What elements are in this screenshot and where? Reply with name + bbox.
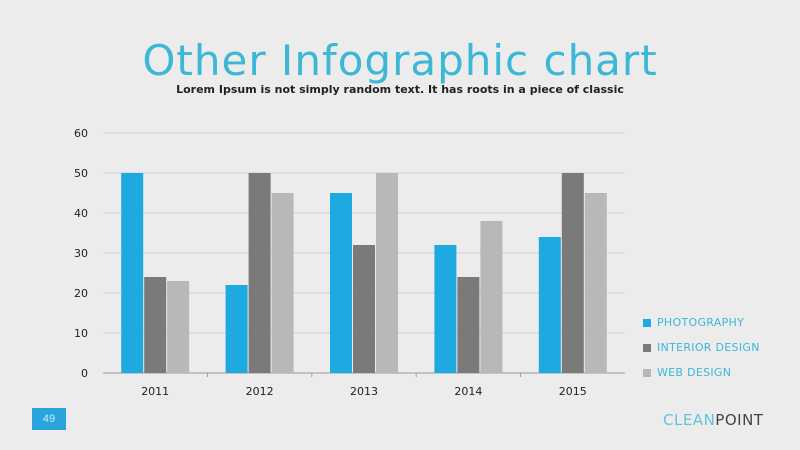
x-tick-label: 2013: [350, 385, 378, 398]
y-tick-label: 0: [81, 367, 88, 380]
brand-logo: CLEANPOINT: [663, 411, 763, 429]
legend-item-interior-design: INTERIOR DESIGN: [643, 335, 760, 360]
legend-label: INTERIOR DESIGN: [657, 341, 760, 354]
chart-legend: PHOTOGRAPHY INTERIOR DESIGN WEB DESIGN: [643, 310, 760, 385]
x-tick-label: 2011: [141, 385, 169, 398]
bar-photography: [538, 237, 561, 373]
y-tick-label: 60: [74, 127, 88, 140]
legend-label: WEB DESIGN: [657, 366, 732, 379]
legend-item-web-design: WEB DESIGN: [643, 360, 760, 385]
bar-web-design: [584, 193, 607, 373]
y-tick-label: 40: [74, 207, 88, 220]
y-tick-label: 10: [74, 327, 88, 340]
bar-interior-design: [248, 173, 271, 373]
y-tick-label: 20: [74, 287, 88, 300]
chart-subtitle: Lorem Ipsum is not simply random text. I…: [176, 83, 624, 96]
brand-logo-part1: CLEAN: [663, 411, 716, 429]
page-number: 49: [32, 408, 66, 430]
bar-interior-design: [457, 277, 480, 373]
chart-title: Other Infographic chart: [142, 36, 658, 85]
x-tick-label: 2014: [454, 385, 482, 398]
y-tick-label: 50: [74, 167, 88, 180]
bar-photography: [121, 173, 144, 373]
bar-interior-design: [144, 277, 167, 373]
bar-web-design: [271, 193, 294, 373]
bar-photography: [330, 193, 352, 373]
legend-swatch-icon: [643, 343, 651, 352]
legend-label: PHOTOGRAPHY: [657, 316, 745, 329]
bar-web-design: [167, 281, 190, 373]
bar-photography: [225, 285, 248, 373]
x-tick-label: 2012: [246, 385, 274, 398]
bar-interior-design: [353, 245, 375, 373]
bar-web-design: [480, 221, 503, 373]
x-tick-label: 2015: [559, 385, 587, 398]
legend-swatch-icon: [643, 318, 651, 327]
legend-item-photography: PHOTOGRAPHY: [643, 310, 760, 335]
brand-logo-part2: POINT: [715, 411, 764, 429]
bar-web-design: [376, 173, 398, 373]
bar-interior-design: [561, 173, 584, 373]
legend-swatch-icon: [643, 368, 651, 377]
y-tick-label: 30: [74, 247, 88, 260]
bar-photography: [434, 245, 457, 373]
